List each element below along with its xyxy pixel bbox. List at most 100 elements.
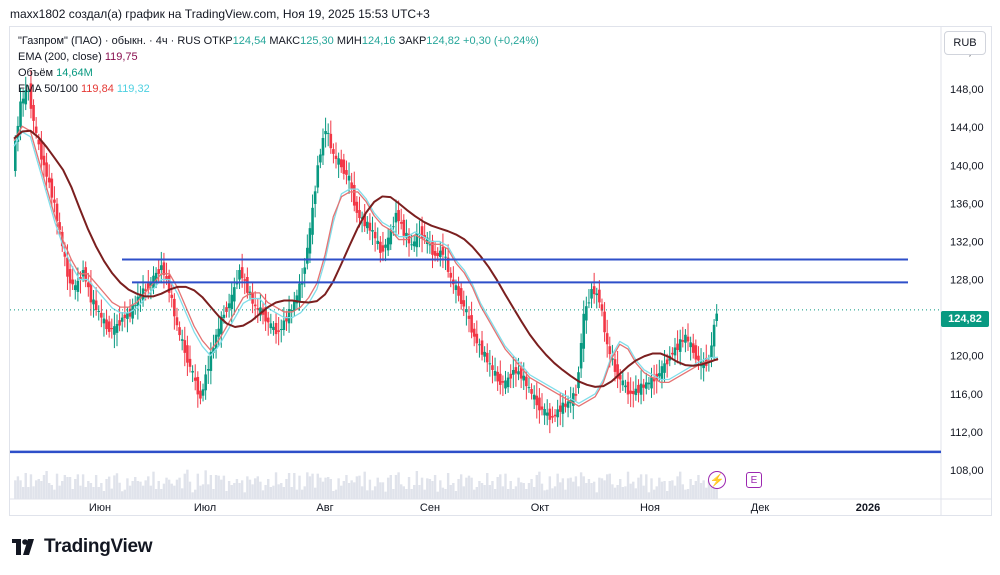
chart-area[interactable]: 108,00112,00116,00120,00124,00128,00132,… xyxy=(9,26,992,516)
candle-body xyxy=(501,381,505,383)
candle-body xyxy=(600,304,604,311)
symbol-name[interactable]: "Газпром" (ПАО) · обыкн. · 4ч · RUS xyxy=(18,35,201,47)
volume-bar xyxy=(645,474,648,499)
candle-body xyxy=(120,317,124,322)
volume-bar xyxy=(548,476,552,499)
volume-bar xyxy=(499,474,502,499)
volume-bar xyxy=(285,479,288,499)
volume-bar xyxy=(126,478,129,499)
earnings-event-icon[interactable]: E xyxy=(746,472,762,488)
legend-volume-row[interactable]: Объём 14,64M xyxy=(18,65,539,81)
volume-bar xyxy=(358,475,361,499)
volume-bar xyxy=(381,482,385,499)
volume-bar xyxy=(582,476,585,499)
legend-ema200-row[interactable]: EMA (200, close) 119,75 xyxy=(18,49,539,65)
candle-body xyxy=(491,365,494,370)
high-value: 125,30 xyxy=(300,35,334,47)
volume-bar xyxy=(92,487,95,499)
candle-body xyxy=(42,155,46,166)
currency-button[interactable]: RUB xyxy=(944,31,986,55)
volume-bar xyxy=(501,486,505,499)
candle-body xyxy=(582,313,586,349)
ema200-value: 119,75 xyxy=(104,51,138,63)
candle-body xyxy=(100,312,103,318)
volume-bar xyxy=(491,481,494,499)
candle-body xyxy=(444,256,447,258)
volume-bar xyxy=(141,485,145,499)
volume-bar xyxy=(512,489,515,499)
volume-bar xyxy=(616,485,619,499)
volume-bar xyxy=(81,474,85,499)
candle-body xyxy=(71,279,74,285)
volume-bar xyxy=(110,488,113,499)
candle-body xyxy=(543,409,546,416)
candle-body xyxy=(173,298,176,317)
volume-bar xyxy=(350,480,353,499)
volume-bar xyxy=(21,487,25,499)
volume-bar xyxy=(619,479,622,499)
candle-body xyxy=(519,367,523,379)
volume-bar xyxy=(66,477,69,499)
candle-body xyxy=(660,366,664,379)
volume-bar xyxy=(624,486,627,499)
candle-body xyxy=(53,199,56,203)
candle-body xyxy=(512,369,515,375)
volume-bar xyxy=(569,477,572,499)
volume-bar xyxy=(259,481,262,499)
candle-body xyxy=(673,347,677,356)
volume-bar xyxy=(441,487,445,499)
legend-ema50-100-row[interactable]: EMA 50/100 119,84 119,32 xyxy=(18,81,539,97)
candle-body xyxy=(290,310,293,312)
candle-body xyxy=(535,395,539,406)
volume-bar xyxy=(214,475,218,499)
y-tick-label: 144,00 xyxy=(950,122,984,134)
change-value: +0,30 (+0,24%) xyxy=(463,35,539,47)
volume-bar xyxy=(188,481,192,499)
volume-bar xyxy=(319,477,322,499)
price-chart[interactable]: 108,00112,00116,00120,00124,00128,00132,… xyxy=(10,27,992,516)
candle-body xyxy=(337,158,340,165)
volume-bar xyxy=(566,478,570,499)
volume-bar xyxy=(572,481,575,499)
volume-bar xyxy=(131,481,134,499)
volume-bar xyxy=(194,489,197,499)
candle-body xyxy=(379,241,382,253)
volume-bar xyxy=(332,491,335,499)
close-value: 124,82 xyxy=(426,35,460,47)
candle-body xyxy=(566,401,570,408)
volume-bar xyxy=(48,483,51,499)
candle-body xyxy=(684,334,687,343)
candle-body xyxy=(34,126,38,133)
volume-bar xyxy=(321,481,325,499)
candle-body xyxy=(89,283,93,303)
open-value: 124,54 xyxy=(232,35,267,47)
candle-body xyxy=(97,310,101,312)
low-label: МИН xyxy=(336,35,362,47)
candle-body xyxy=(295,295,299,304)
volume-bar xyxy=(585,483,588,499)
candle-body xyxy=(115,323,119,333)
candle-body xyxy=(405,232,408,238)
candle-body xyxy=(165,276,168,280)
volume-bar xyxy=(100,483,103,499)
tradingview-logo[interactable]: TradingView xyxy=(12,536,153,558)
volume-bar xyxy=(376,477,379,499)
volume-bar xyxy=(201,484,205,499)
candle-body xyxy=(506,377,510,388)
candle-body xyxy=(689,342,692,348)
volume-bar xyxy=(173,485,176,499)
lightning-icon[interactable]: ⚡ xyxy=(708,471,726,489)
candle-body xyxy=(149,282,153,286)
volume-bar xyxy=(433,475,437,499)
volume-bar xyxy=(355,476,359,499)
volume-bar xyxy=(509,481,512,499)
candle-body xyxy=(308,228,312,254)
candle-body xyxy=(186,345,189,363)
candle-body xyxy=(347,175,351,181)
volume-bar xyxy=(14,480,17,499)
volume-bar xyxy=(313,487,317,499)
volume-bar xyxy=(595,492,598,499)
candle-body xyxy=(19,101,22,127)
volume-bar xyxy=(136,481,140,499)
y-tick-label: 136,00 xyxy=(950,198,984,210)
